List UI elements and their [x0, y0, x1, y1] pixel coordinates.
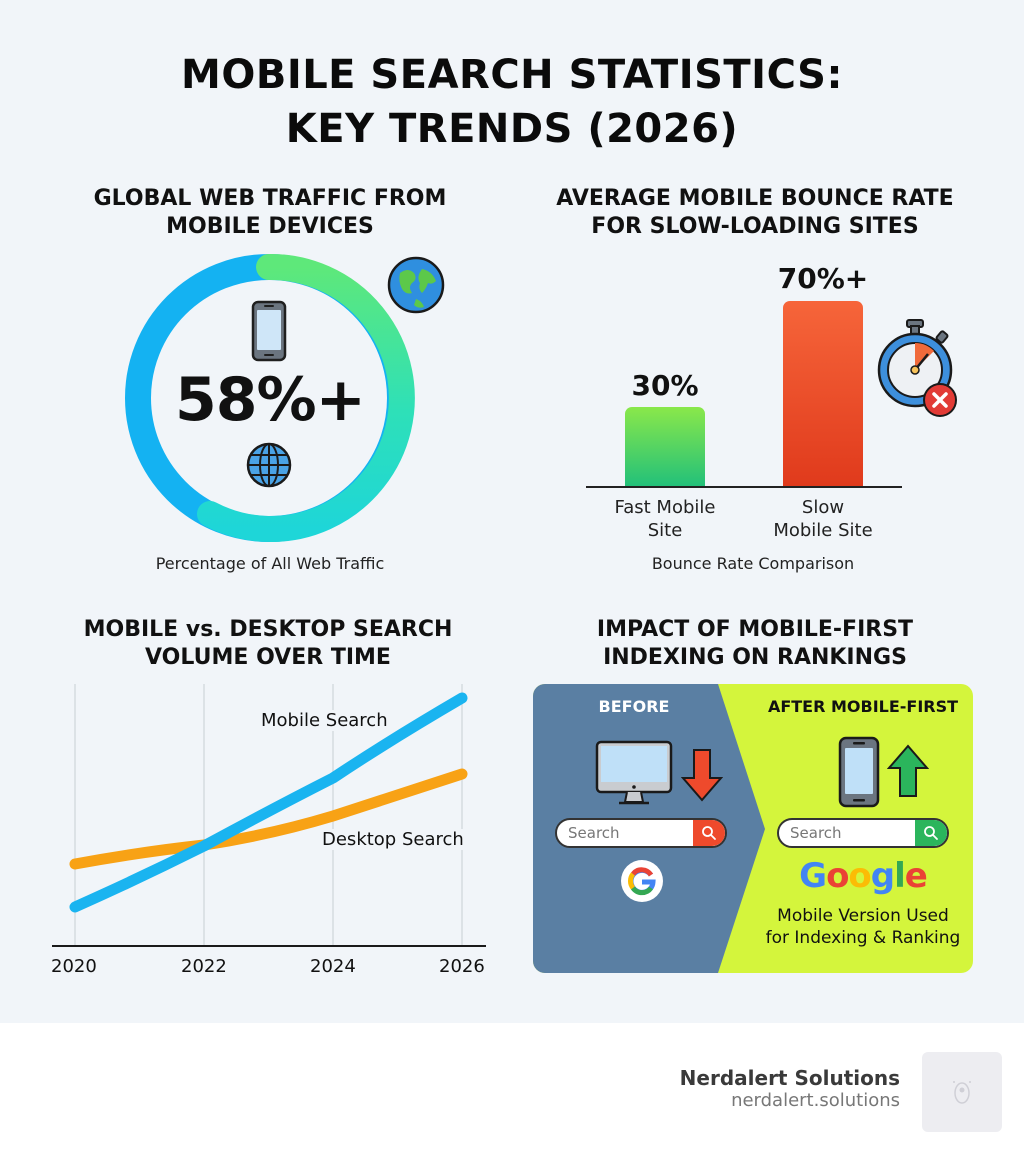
after-search-bar[interactable]: Search	[777, 818, 949, 848]
volume-title-line-1: MOBILE vs. DESKTOP SEARCH	[83, 617, 453, 642]
mobile-series-label: Mobile Search	[260, 710, 389, 731]
before-label: BEFORE	[598, 697, 670, 716]
bar-label-slow-line-1: Slow	[801, 497, 845, 518]
company-logo	[922, 1052, 1002, 1132]
bar-label-slow-line-2: Mobile Site	[773, 520, 873, 541]
impact-comparison-card: BEFORE AFTER MOBILE-FIRST Search	[533, 684, 973, 973]
bar-label-slow: Slow Mobile Site	[753, 496, 893, 542]
search-icon	[924, 826, 938, 840]
traffic-section-title: GLOBAL WEB TRAFFIC FROM MOBILE DEVICES	[40, 185, 500, 241]
google-g-icon	[621, 860, 663, 902]
bar-value-slow: 70%+	[777, 262, 869, 295]
smartphone-icon	[251, 300, 287, 362]
impact-section-title: IMPACT OF MOBILE-FIRST INDEXING ON RANKI…	[520, 616, 990, 672]
impact-title-line-2: INDEXING ON RANKINGS	[603, 645, 907, 670]
ranking-up-arrow-icon	[887, 744, 929, 797]
bounce-caption: Bounce Rate Comparison	[651, 554, 855, 573]
after-caption-line-1: Mobile Version Used	[777, 906, 949, 926]
before-search-placeholder: Search	[568, 824, 620, 842]
before-search-bar[interactable]: Search	[555, 818, 727, 848]
traffic-percentage-value: 58%+	[175, 365, 366, 435]
bounce-title-line-2: FOR SLOW-LOADING SITES	[591, 214, 919, 239]
bar-label-fast-line-2: Site	[647, 520, 683, 541]
bar-fast-mobile-site	[625, 407, 705, 487]
title-line-2: KEY TRENDS (2026)	[285, 106, 739, 152]
traffic-title-line-2: MOBILE DEVICES	[166, 214, 374, 239]
desktop-monitor-icon	[595, 740, 673, 805]
stopwatch-error-icon	[877, 319, 957, 417]
volume-line-chart	[52, 684, 486, 947]
traffic-title-line-1: GLOBAL WEB TRAFFIC FROM	[93, 186, 447, 211]
after-search-placeholder: Search	[790, 824, 842, 842]
ranking-down-arrow-icon	[681, 749, 723, 802]
donut-mobile-segment	[197, 253, 415, 542]
x-tick-2022: 2022	[181, 956, 227, 977]
traffic-caption: Percentage of All Web Traffic	[155, 554, 385, 573]
desktop-series-label: Desktop Search	[321, 829, 465, 850]
after-search-button[interactable]	[915, 820, 947, 846]
bounce-title-line-1: AVERAGE MOBILE BOUNCE RATE	[556, 186, 954, 211]
x-tick-2020: 2020	[51, 956, 97, 977]
after-caption: Mobile Version Used for Indexing & Ranki…	[758, 905, 968, 949]
after-caption-line-2: for Indexing & Ranking	[765, 928, 961, 948]
search-icon	[702, 826, 716, 840]
logo-mascot-icon	[953, 1081, 971, 1104]
globe-grid-icon	[246, 442, 292, 488]
x-tick-2026: 2026	[439, 956, 485, 977]
after-label: AFTER MOBILE-FIRST	[767, 697, 959, 716]
desktop-search-line	[69, 768, 468, 870]
mobile-search-line	[69, 692, 468, 913]
x-tick-2024: 2024	[310, 956, 356, 977]
bar-label-fast: Fast Mobile Site	[595, 496, 735, 542]
after-smartphone-icon	[838, 736, 880, 808]
title-line-1: MOBILE SEARCH STATISTICS:	[181, 52, 843, 98]
bounce-section-title: AVERAGE MOBILE BOUNCE RATE FOR SLOW-LOAD…	[520, 185, 990, 241]
traffic-donut-chart	[125, 253, 415, 542]
bar-slow-mobile-site	[783, 301, 863, 487]
earth-icon	[387, 256, 445, 314]
bar-label-fast-line-1: Fast Mobile	[614, 497, 716, 518]
footer-company-name: Nerdalert Solutions	[679, 1066, 900, 1090]
before-search-button[interactable]	[693, 820, 725, 846]
impact-title-line-1: IMPACT OF MOBILE-FIRST	[596, 617, 914, 642]
bar-value-fast: 30%	[631, 369, 699, 402]
bar-chart-baseline	[586, 486, 902, 488]
volume-section-title: MOBILE vs. DESKTOP SEARCH VOLUME OVER TI…	[38, 616, 498, 672]
volume-title-line-2: VOLUME OVER TIME	[145, 645, 391, 670]
google-wordmark: Google	[799, 856, 928, 896]
footer-url[interactable]: nerdalert.solutions	[731, 1090, 900, 1111]
page-title: MOBILE SEARCH STATISTICS: KEY TRENDS (20…	[0, 48, 1024, 156]
